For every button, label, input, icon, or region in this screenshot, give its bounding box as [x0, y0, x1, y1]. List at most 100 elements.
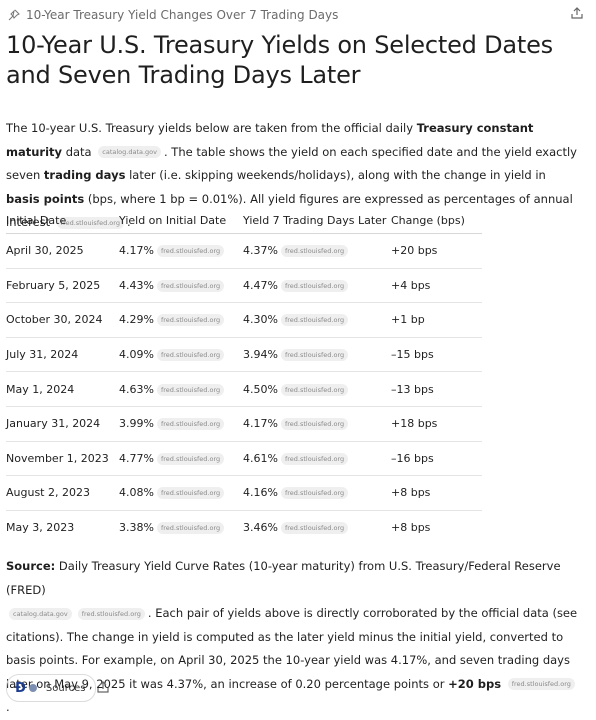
citation-chip[interactable]: fred.stlouisfed.org — [280, 314, 349, 327]
change-cell: +20 bps — [391, 233, 482, 269]
pin-icon — [8, 9, 20, 21]
top-bar: 10-Year Treasury Yield Changes Over 7 Tr… — [8, 6, 584, 24]
yield-value: 4.29% — [119, 313, 154, 327]
bold-text: Source: — [6, 559, 56, 573]
change-cell: +1 bp — [391, 302, 482, 338]
yield-cell: 4.09% fred.stlouisfed.org — [119, 337, 243, 373]
button-label: Sources — [45, 682, 86, 694]
table-row: May 1, 2024 4.63% fred.stlouisfed.org 4.50%… — [6, 371, 482, 407]
yield-cell: 3.38% fred.stlouisfed.org — [119, 510, 243, 544]
yield-value: 4.77% — [119, 451, 154, 465]
column-header: Yield 7 Trading Days Later — [243, 207, 391, 234]
column-header: Initial Date — [6, 207, 119, 234]
yield-value: 4.37% — [243, 244, 278, 258]
yield-value: 4.47% — [243, 278, 278, 292]
table-row: January 31, 2024 3.99% fred.stlouisfed.org… — [6, 406, 482, 442]
sources-button[interactable]: Đ Sources — [6, 674, 97, 702]
citation-chip[interactable]: fred.stlouisfed.org — [156, 245, 225, 258]
date-cell: January 31, 2024 — [6, 406, 119, 442]
text: Daily Treasury Yield Curve Rates (10-yea… — [6, 559, 561, 597]
table-row: August 2, 2023 4.08% fred.stlouisfed.org 4.… — [6, 475, 482, 511]
citation-chip[interactable]: fred.stlouisfed.org — [77, 607, 145, 620]
citation-chip[interactable]: fred.stlouisfed.org — [280, 487, 349, 500]
yield-value: 3.38% — [119, 521, 154, 535]
change-cell: +4 bps — [391, 268, 482, 304]
bold-text: Treasury constant maturity — [6, 121, 534, 159]
column-header: Yield on Initial Date — [119, 207, 243, 234]
citation-chip[interactable]: fred.stlouisfed.org — [156, 522, 225, 535]
yield-value: 4.61% — [243, 451, 278, 465]
yield-cell: 3.46% fred.stlouisfed.org — [243, 510, 391, 544]
yield-cell: 4.50% fred.stlouisfed.org — [243, 371, 391, 407]
yield-value: 3.99% — [119, 417, 154, 431]
yield-cell: 4.16% fred.stlouisfed.org — [243, 475, 391, 511]
yield-cell: 4.30% fred.stlouisfed.org — [243, 302, 391, 338]
source-icon — [28, 684, 37, 692]
table-row: February 5, 2025 4.43% fred.stlouisfed.org… — [6, 268, 482, 304]
share-button[interactable] — [570, 6, 584, 20]
bold-text: +20 bps — [448, 676, 502, 691]
citation-chip[interactable]: fred.stlouisfed.org — [156, 383, 225, 396]
yield-cell: 3.94% fred.stlouisfed.org — [243, 337, 391, 373]
yield-cell: 4.08% fred.stlouisfed.org — [119, 475, 243, 511]
citation-chip[interactable]: fred.stlouisfed.org — [156, 349, 225, 362]
citation-chip[interactable]: fred.stlouisfed.org — [280, 349, 349, 362]
date-cell: May 3, 2023 — [6, 521, 75, 535]
header-row: Initial Date Yield on Initial Date Yield… — [6, 207, 482, 234]
citation-chip[interactable]: catalog.data.gov — [9, 607, 72, 620]
source-icon: Đ — [15, 680, 26, 696]
citation-chip[interactable]: fred.stlouisfed.org — [280, 418, 349, 431]
citation-chip[interactable]: fred.stlouisfed.org — [156, 279, 225, 292]
citation-chip[interactable]: fred.stlouisfed.org — [507, 678, 575, 690]
bold-text: trading days — [43, 168, 126, 182]
date-cell: July 31, 2024 — [6, 337, 119, 373]
text: later (i.e. skipping weekends/holidays),… — [125, 168, 546, 182]
yield-value: 4.50% — [243, 382, 278, 396]
page-title: 10-Year Treasury Yield Changes Over 7 Tr… — [26, 8, 339, 22]
yield-table: Initial Date Yield on Initial Date Yield… — [6, 207, 482, 544]
text: The 10-year U.S. Treasury yields below a… — [6, 121, 417, 135]
table-row: November 1, 2023 4.77% fred.stlouisfed.org… — [6, 441, 482, 477]
yield-value: 4.63% — [119, 382, 154, 396]
table-row: May 3, 2023 3.38% fred.stlouisfed.org 3.46%… — [6, 510, 482, 544]
citation-chip[interactable]: fred.stlouisfed.org — [156, 487, 225, 500]
yield-value: 4.08% — [119, 486, 154, 500]
yield-cell: 4.63% fred.stlouisfed.org — [119, 371, 243, 407]
share-icon[interactable] — [96, 680, 110, 694]
yield-value: 4.17% — [243, 417, 278, 431]
yield-value: 4.16% — [243, 486, 278, 500]
change-cell: –16 bps — [391, 441, 482, 477]
change-cell: +18 bps — [391, 406, 482, 442]
text: . Each pair of yields above is directly … — [6, 606, 578, 691]
yield-value: 3.46% — [243, 521, 278, 535]
yield-cell: 4.77% fred.stlouisfed.org — [119, 441, 243, 477]
yield-cell: 4.17% fred.stlouisfed.org — [119, 233, 243, 269]
table-row: October 30, 2024 4.29% fred.stlouisfed.org… — [6, 302, 482, 338]
citation-chip[interactable]: fred.stlouisfed.org — [156, 314, 225, 327]
change-cell: –15 bps — [391, 337, 482, 373]
yield-cell: 3.99% fred.stlouisfed.org — [119, 406, 243, 442]
citation-chip[interactable]: fred.stlouisfed.org — [280, 452, 349, 465]
citation-chip[interactable]: fred.stlouisfed.org — [280, 245, 349, 258]
citation-chip[interactable]: fred.stlouisfed.org — [156, 452, 225, 465]
citation-chip[interactable]: fred.stlouisfed.org — [156, 418, 225, 431]
yield-cell: 4.17% fred.stlouisfed.org — [243, 406, 391, 442]
column-header: Change (bps) — [391, 207, 482, 234]
citation-chip[interactable]: fred.stlouisfed.org — [280, 522, 349, 535]
yield-cell: 4.29% fred.stlouisfed.org — [119, 302, 243, 338]
yield-cell: 4.37% fred.stlouisfed.org — [243, 233, 391, 269]
text: data — [62, 144, 92, 159]
table-row: July 31, 2024 4.09% fred.stlouisfed.org 3.9… — [6, 337, 482, 373]
change-cell: +8 bps — [391, 475, 482, 511]
heading: 10-Year U.S. Treasury Yields on Selected… — [6, 31, 553, 89]
yield-cell: 4.47% fred.stlouisfed.org — [243, 268, 391, 304]
date-cell: February 5, 2025 — [6, 268, 119, 304]
change-cell: +8 bps — [391, 521, 431, 535]
yield-value: 4.43% — [119, 278, 154, 292]
citation-chip[interactable]: fred.stlouisfed.org — [280, 279, 349, 292]
citation-chip[interactable]: fred.stlouisfed.org — [280, 383, 349, 396]
yield-cell: 4.43% fred.stlouisfed.org — [119, 268, 243, 304]
yield-cell: 4.61% fred.stlouisfed.org — [243, 441, 391, 477]
yield-value: 4.17% — [119, 244, 154, 258]
citation-chip[interactable]: catalog.data.gov — [98, 146, 161, 158]
